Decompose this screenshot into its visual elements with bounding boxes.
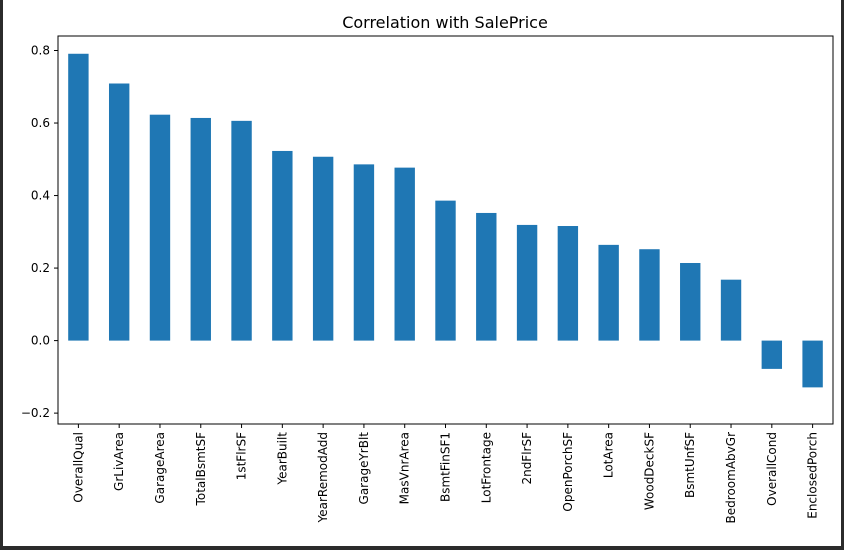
x-tick-label: LotFrontage [479, 432, 493, 503]
x-tick-label: BsmtFinSF1 [439, 432, 453, 502]
x-tick-label: OverallCond [765, 432, 779, 506]
y-axis: −0.2 0.0 0.2 0.4 0.6 0.8 [21, 44, 58, 420]
x-tick-label: GarageYrBlt [357, 432, 371, 505]
x-tick-label: 2ndFlrSF [520, 432, 534, 485]
bar-chart: Correlation with SalePrice −0.2 0.0 0.2 0.4… [21, 13, 834, 524]
x-tick-label: GrLivArea [112, 432, 126, 491]
x-tick-label: EnclosedPorch [806, 432, 820, 519]
bar-TotalBsmtSF [190, 117, 211, 341]
bar-OpenPorchSF [557, 226, 579, 341]
chart-title: Correlation with SalePrice [342, 13, 548, 32]
y-tick-label: 0.0 [31, 334, 50, 348]
bar-OverallCond [761, 340, 783, 369]
x-tick-label: MasVnrArea [398, 432, 412, 504]
x-tick-label: LotArea [602, 432, 616, 478]
bar-WoodDeckSF [639, 249, 660, 341]
bar-GarageYrBlt [353, 164, 375, 341]
bar-1stFlrSF [231, 120, 252, 341]
x-tick-label: YearRemodAdd [316, 432, 330, 523]
chart-figure: Correlation with SalePrice −0.2 0.0 0.2 0.4… [3, 0, 841, 546]
bar-BsmtFinSF1 [435, 200, 456, 341]
bar-LotArea [598, 244, 619, 341]
bar-GrLivArea [108, 83, 130, 341]
x-tick-label: GarageArea [153, 432, 167, 504]
bar-LotFrontage [476, 212, 497, 341]
x-tick-label: YearBuilt [275, 432, 289, 486]
x-axis: OverallQual GrLivArea GarageArea TotalBsmtS… [71, 424, 820, 524]
bar-MasVnrArea [394, 167, 415, 341]
x-tick-label: BedroomAbvGr [724, 432, 738, 524]
bar-GarageArea [149, 114, 171, 341]
bars [68, 53, 823, 388]
y-tick-label: 0.2 [31, 261, 50, 275]
plot-frame [57, 35, 834, 425]
bar-EnclosedPorch [802, 340, 823, 388]
x-tick-label: OpenPorchSF [561, 432, 575, 512]
bar-2ndFlrSF [516, 224, 538, 341]
y-tick-label: 0.4 [31, 189, 50, 203]
bar-YearRemodAdd [312, 156, 334, 341]
x-tick-label: BsmtUnfSF [683, 432, 697, 498]
bar-BedroomAbvGr [720, 279, 742, 341]
y-tick-label: 0.8 [31, 44, 50, 58]
x-tick-label: OverallQual [71, 432, 85, 503]
x-tick-label: 1stFlrSF [235, 432, 249, 480]
x-tick-label: WoodDeckSF [642, 432, 656, 510]
y-tick-label: −0.2 [21, 406, 50, 420]
y-tick-label: 0.6 [31, 116, 50, 130]
bar-BsmtUnfSF [680, 262, 701, 341]
bar-OverallQual [68, 53, 89, 341]
bar-YearBuilt [272, 150, 293, 341]
x-tick-label: TotalBsmtSF [194, 432, 208, 507]
